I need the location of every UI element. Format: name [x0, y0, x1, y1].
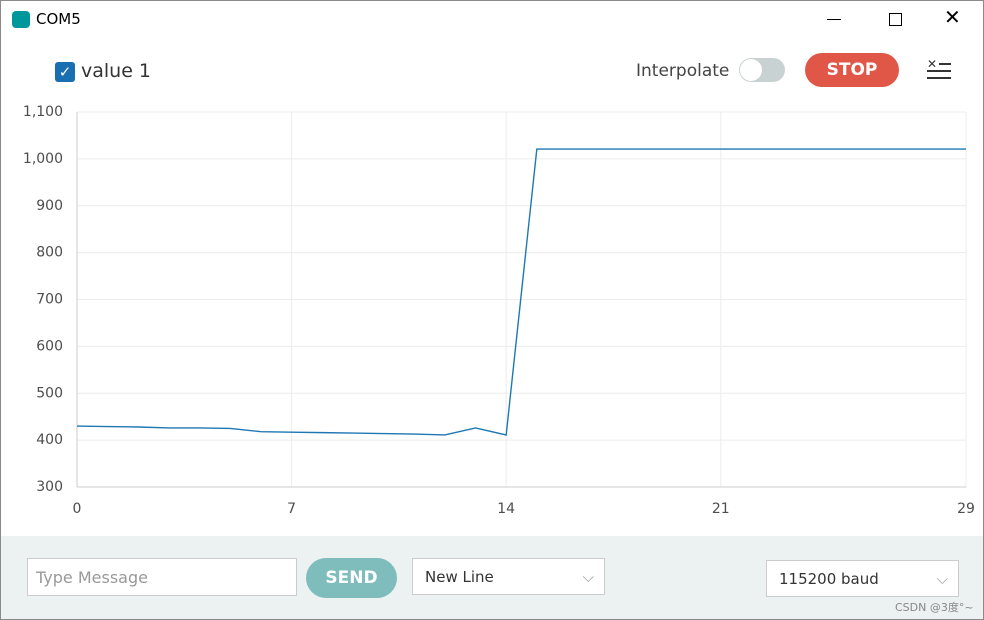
y-tick-label: 500 [36, 385, 63, 401]
close-button[interactable]: ✕ [944, 5, 961, 29]
y-tick-label: 600 [36, 338, 63, 354]
y-tick-label: 1,100 [23, 104, 63, 120]
toggle-knob [740, 59, 762, 81]
x-tick-label: 21 [712, 501, 730, 517]
x-tick-label: 29 [957, 501, 975, 517]
maximize-button[interactable] [889, 13, 902, 26]
x-tick-label: 7 [287, 501, 296, 517]
baud-value: 115200 baud [779, 570, 879, 588]
line-ending-select[interactable]: New Line ⌵ [412, 558, 605, 595]
series-line [76, 148, 966, 436]
stop-button[interactable]: STOP [805, 53, 899, 87]
x-tick-label: 0 [73, 501, 82, 517]
interpolate-toggle[interactable] [739, 58, 785, 82]
y-tick-label: 400 [36, 432, 63, 448]
chart: 300 400 500 600 700 800 900 1,000 1,100 0 7 14 21 29 [23, 104, 975, 517]
y-tick-label: 900 [36, 198, 63, 214]
send-button[interactable]: SEND [306, 558, 397, 598]
y-tick-label: 700 [36, 292, 63, 308]
line-ending-value: New Line [425, 568, 494, 586]
x-tick-label: 14 [497, 501, 515, 517]
minimize-button[interactable] [827, 19, 841, 20]
series-checkbox[interactable]: ✓ [55, 62, 75, 82]
watermark: CSDN @3度°~ [895, 601, 974, 614]
interpolate-label: Interpolate [636, 61, 730, 81]
y-tick-label: 300 [36, 479, 63, 495]
clear-button[interactable]: ✕ [927, 58, 951, 81]
y-tick-label: 800 [36, 245, 63, 261]
legend-label[interactable]: value 1 [81, 60, 152, 82]
y-tick-label: 1,000 [23, 151, 63, 167]
app-icon [12, 11, 30, 28]
baud-select[interactable]: 115200 baud ⌵ [766, 560, 959, 597]
message-input[interactable]: Type Message [27, 558, 297, 596]
window-title: COM5 [36, 10, 81, 28]
